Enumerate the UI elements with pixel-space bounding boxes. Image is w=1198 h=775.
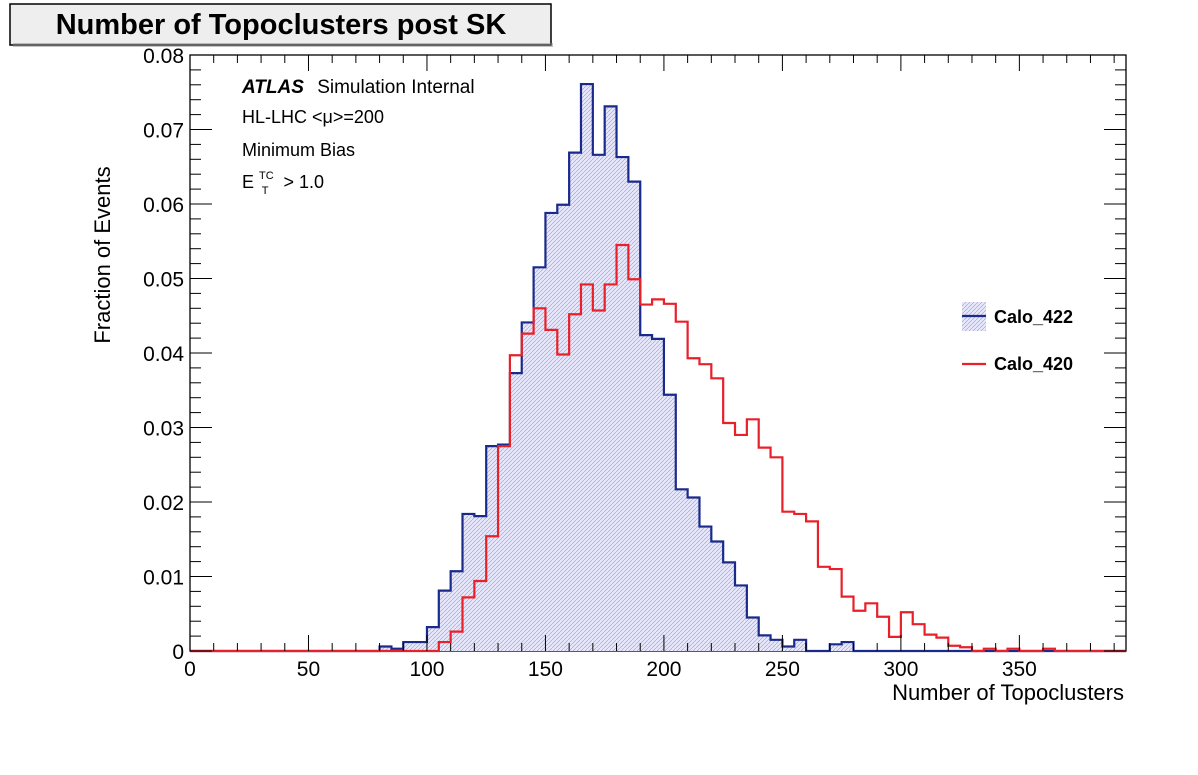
y-tick-label: 0.04	[143, 343, 184, 366]
x-tick-label: 50	[297, 658, 320, 681]
bin-calo420	[806, 521, 818, 651]
et-base: E	[242, 172, 254, 192]
legend-entry-calo422: Calo_422	[962, 302, 1073, 331]
y-tick-labels: 0 0.01 0.02 0.03 0.04 0.05 0.06 0.07 0.08	[143, 45, 184, 664]
bin-calo420	[782, 512, 794, 651]
y-tick-label: 0.06	[143, 194, 184, 217]
sample-label: Minimum Bias	[242, 140, 355, 160]
x-tick-label: 300	[883, 658, 918, 681]
bin-calo420	[830, 569, 842, 651]
x-tick-label: 350	[1002, 658, 1037, 681]
et-sup: TC	[259, 170, 274, 182]
bin-calo420	[771, 457, 783, 651]
bin-calo420	[889, 637, 901, 651]
bin-calo420	[877, 617, 889, 651]
series-line-calo420	[190, 243, 1126, 653]
y-tick-label: 0	[172, 641, 184, 664]
y-axis-label: Fraction of Events	[90, 166, 115, 343]
pileup-label: HL-LHC <μ>=200	[242, 107, 384, 127]
x-tick-label: 0	[184, 658, 196, 681]
series-line-calo422	[190, 82, 1126, 653]
series-calo422	[190, 82, 1126, 653]
bin-calo420	[865, 603, 877, 651]
y-tick-label: 0.05	[143, 269, 184, 292]
x-axis-label: Number of Topoclusters	[892, 680, 1124, 705]
axis-ticks	[189, 54, 1126, 652]
atlas-label-line: ATLAS Simulation Internal	[241, 77, 475, 98]
title-box-shadow	[13, 43, 553, 47]
x-tick-labels: 0 50 100 150 200 250 300 350	[184, 658, 1037, 681]
legend-label-calo422: Calo_422	[994, 307, 1073, 327]
bin-calo420	[913, 624, 925, 651]
atlas-annotation: ATLAS Simulation Internal HL-LHC <μ>=200…	[241, 77, 475, 198]
et-rest: > 1.0	[283, 172, 324, 192]
bin-calo420	[747, 419, 759, 651]
x-tick-label: 200	[646, 658, 681, 681]
series-calo420	[190, 243, 1126, 653]
et-cut-label: E TC T > 1.0	[242, 163, 324, 198]
bin-calo420	[818, 567, 830, 651]
series-group	[190, 82, 1126, 653]
bin-calo420	[794, 514, 806, 651]
y-tick-label: 0.07	[143, 120, 184, 143]
y-tick-label: 0.01	[143, 567, 184, 590]
x-tick-label: 150	[528, 658, 563, 681]
et-sub: T	[262, 185, 269, 197]
legend: Calo_422 Calo_420	[962, 302, 1073, 374]
atlas-label: ATLAS	[241, 77, 304, 98]
bin-calo420	[853, 611, 865, 651]
x-tick-label: 250	[765, 658, 800, 681]
y-tick-label: 0.03	[143, 418, 184, 441]
title-box-frame	[9, 3, 552, 46]
bin-calo420	[901, 612, 913, 651]
legend-entry-calo420: Calo_420	[962, 354, 1073, 374]
y-tick-label: 0.08	[143, 45, 184, 68]
title-box: Number of Topoclusters post SK	[9, 3, 553, 47]
bin-calo420	[925, 635, 937, 651]
chart-title: Number of Topoclusters post SK	[56, 9, 507, 41]
bin-calo420	[759, 448, 771, 651]
legend-label-calo420: Calo_420	[994, 354, 1073, 374]
x-tick-label: 100	[409, 658, 444, 681]
y-tick-label: 0.02	[143, 492, 184, 515]
atlas-suffix: Simulation Internal	[317, 77, 474, 98]
bin-calo420	[936, 638, 948, 651]
series-fill-calo422	[190, 84, 1126, 652]
